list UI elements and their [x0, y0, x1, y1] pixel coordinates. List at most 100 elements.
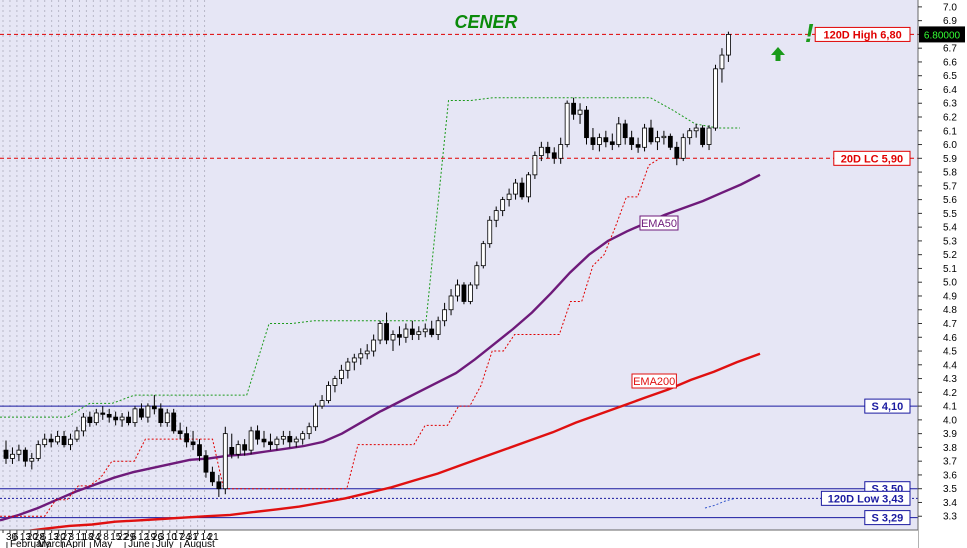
candle-body — [74, 430, 80, 440]
candle-body — [61, 435, 67, 446]
candle-body — [10, 453, 15, 459]
ema50-label-box — [639, 215, 679, 231]
y-tick-label: 7.0 — [943, 2, 957, 13]
y-tick-label: 6.2 — [943, 113, 957, 124]
candle-body — [274, 438, 280, 446]
x-day-label: 31 — [187, 532, 199, 543]
candle-body — [629, 137, 635, 145]
x-day-label: 11 — [76, 532, 87, 543]
y-tick-label: 3.4 — [943, 498, 957, 509]
candle-body — [87, 416, 93, 424]
candle-body — [532, 155, 538, 176]
candle — [726, 31, 731, 62]
candle — [158, 403, 164, 427]
candle-body — [364, 350, 370, 355]
candle — [22, 447, 28, 467]
candle — [467, 282, 473, 305]
candle-body — [590, 137, 596, 145]
x-day-label: 6 — [13, 532, 19, 543]
x-day-label: 26 — [152, 532, 164, 543]
candle-body — [132, 408, 138, 424]
candle-body — [81, 416, 86, 432]
candle — [248, 426, 254, 455]
candle — [313, 403, 319, 431]
y-tick-label: 4.1 — [943, 402, 957, 413]
candle-body — [222, 433, 228, 490]
candle-body — [693, 127, 699, 132]
candle-body — [313, 405, 319, 428]
x-month-label: March — [38, 539, 66, 548]
y-tick-label: 5.0 — [943, 278, 957, 289]
level-label-box — [864, 398, 911, 414]
y-tick-label: 5.1 — [943, 264, 957, 275]
x-day-label: 2 — [96, 532, 102, 543]
candle-body — [397, 334, 402, 338]
candle — [674, 141, 680, 166]
lc20-stop-line — [0, 157, 661, 517]
y-tick-label: 4.5 — [943, 347, 957, 358]
x-day-label: 27 — [62, 532, 74, 543]
candle-body — [287, 435, 293, 443]
candle — [338, 364, 344, 385]
candle — [42, 433, 48, 448]
plot-area — [0, 0, 918, 530]
y-tick-label: 6.1 — [943, 126, 957, 137]
y-tick-label: 4.4 — [943, 360, 957, 371]
x-day-label: 8 — [103, 532, 109, 543]
x-day-label: 20 — [55, 532, 67, 543]
level-label-box — [814, 26, 911, 42]
x-day-label: 21 — [208, 532, 220, 543]
x-day-label: 12 — [138, 532, 150, 543]
candle — [293, 436, 299, 448]
candle-body — [280, 435, 286, 440]
candle-body — [422, 328, 428, 333]
candle-body — [655, 137, 660, 143]
candle — [268, 433, 273, 451]
candle-body — [68, 438, 73, 446]
breakout-line — [0, 97, 740, 418]
candle-body — [293, 438, 299, 443]
candle — [326, 381, 331, 404]
candle — [571, 97, 576, 120]
x-month-label: August — [184, 539, 215, 548]
x-day-label: 14 — [201, 532, 213, 543]
candle-body — [300, 433, 306, 440]
candle-body — [551, 152, 557, 159]
candle-body — [113, 416, 119, 421]
candle — [93, 408, 99, 426]
candle-body — [526, 174, 531, 198]
candle — [10, 447, 15, 464]
candle — [364, 344, 370, 360]
y-tick-label: 4.6 — [943, 333, 957, 344]
candle — [519, 177, 525, 200]
candle — [345, 357, 351, 379]
candle-body — [100, 412, 106, 415]
candle — [442, 302, 448, 327]
candle — [422, 323, 428, 338]
candle — [648, 119, 654, 145]
candle-body — [48, 438, 54, 443]
candle-body — [687, 130, 693, 139]
candle-body — [648, 127, 654, 143]
support-trail-line — [704, 497, 736, 509]
candle — [29, 452, 35, 470]
level-label: 120D Low 3,43 — [828, 493, 904, 505]
candle — [474, 261, 480, 290]
candle — [190, 430, 196, 451]
candle — [719, 48, 725, 83]
candle — [532, 151, 538, 179]
candle-body — [538, 146, 544, 156]
y-tick-label: 3.6 — [943, 470, 957, 481]
candle — [55, 430, 60, 445]
ema200-line — [0, 352, 761, 536]
x-day-label: 17 — [173, 532, 185, 543]
candle — [545, 141, 551, 159]
candle-body — [584, 109, 589, 139]
y-tick-label: 4.7 — [943, 319, 957, 330]
candle-body — [106, 413, 112, 418]
y-tick-label: 3.9 — [943, 429, 957, 440]
y-tick-label: 5.4 — [943, 223, 957, 234]
